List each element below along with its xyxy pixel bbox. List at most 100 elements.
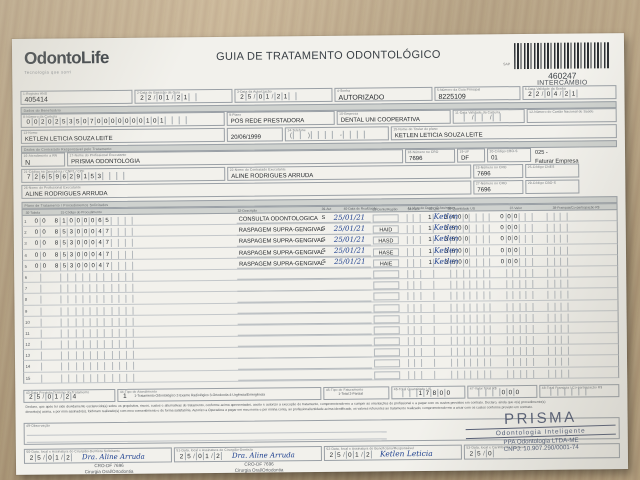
cell-digits[interactable] [401,292,427,301]
cell-digits[interactable] [444,313,497,323]
cell-digits[interactable] [402,314,427,323]
field-data-autorizacao[interactable]: 3-Data da Autorização 2 5/0 1/2 1 [234,87,333,103]
cell-descricao[interactable] [238,359,373,370]
field-numero-cro-1[interactable]: 18-Número no CRO 7696 [404,148,456,164]
cell-digits[interactable] [541,279,574,288]
cell-digits[interactable]: 1 [427,236,440,245]
field-codigo-cbo-2[interactable]: 29-Código CBO-S [525,179,580,195]
cell-dente-regiao[interactable] [373,337,400,346]
cell-digits[interactable] [428,325,441,334]
cell-dente-regiao[interactable] [373,270,400,279]
cell-digits[interactable] [53,283,140,293]
cell-descricao[interactable]: RASPAGEM SUPRA-GENGIVAL [236,225,371,236]
field-atendimento-rn[interactable]: 16-Atendimento a RN N [21,152,66,167]
cell-digits[interactable] [402,348,427,357]
cell-descricao[interactable] [237,270,372,281]
cell-digits[interactable] [34,363,49,372]
cell-digits[interactable] [541,212,573,221]
cell-digits[interactable] [428,336,441,345]
cell-digits[interactable]: 1 [427,225,440,234]
field-data-prevista-termino[interactable]: 43-Data Prevista Término do Tratamento 2… [23,388,116,403]
cell-digits[interactable] [541,223,573,233]
cell-descricao[interactable] [237,348,372,359]
cell-digits[interactable] [428,370,441,379]
cell-digits[interactable] [34,318,49,327]
cell-digits[interactable] [33,284,48,293]
cell-digits[interactable] [500,347,540,356]
cell-digits[interactable] [443,291,497,301]
cell-digits[interactable] [443,302,497,312]
cell-digits[interactable] [541,302,574,311]
cell-descricao[interactable]: RASPAGEM SUPRA-GENGIVAL [236,248,372,258]
field-nome-profissional-executante[interactable]: 26-Nome do Profissional Executante ALINE… [21,180,472,199]
cell-digits[interactable] [541,257,574,266]
cell-digits[interactable] [402,370,427,379]
cell-digits[interactable] [54,373,141,383]
cell-digits[interactable] [500,313,540,322]
cell-digits[interactable] [34,329,49,338]
cell-digits[interactable] [402,325,427,335]
cell-digits[interactable] [427,292,441,301]
cell-digits[interactable] [541,290,574,300]
cell-dente-regiao[interactable] [373,281,400,290]
cell-digits[interactable] [542,324,574,333]
cell-digits[interactable] [443,280,497,289]
cell-digits[interactable] [402,337,427,346]
cell-digits[interactable] [444,369,497,379]
field-nome-contratado-executante[interactable]: 22-Nome do Contratado Executante ALINE R… [227,164,472,181]
cell-dente-regiao[interactable] [374,370,401,380]
cell-digits[interactable] [500,369,540,378]
cell-digits[interactable] [500,335,540,345]
cell-descricao[interactable]: RASPAGEM SUPRA-GENGIVAL [236,236,371,247]
cell-digits[interactable] [54,362,141,371]
field-nome-beneficiario[interactable]: 13-Nome KETLEN LETICIA SOUZA LEITE [20,127,225,144]
cell-digits[interactable] [401,303,427,312]
cell-descricao[interactable]: RASPAGEM SUPRA-GENGIVAL [237,259,372,269]
field-codigo-cnes[interactable]: 25-Código CNES [525,163,580,179]
field-total-franquia[interactable]: 48-Total Franquia / Co-participação R$ [539,384,620,398]
cell-descricao[interactable] [237,304,372,314]
cell-digits[interactable] [401,236,426,245]
cell-digits[interactable] [427,303,441,312]
cell-digits[interactable] [542,346,574,356]
cell-digits[interactable] [54,350,141,360]
cell-digits[interactable] [499,291,540,300]
cell-descricao[interactable] [238,371,373,381]
cell-digits[interactable] [542,313,574,322]
cell-digits[interactable] [401,225,426,234]
field-senha[interactable]: 4-Senha AUTORIZADO [334,86,433,102]
field-plano[interactable]: 9-Plano POS REDE PRESTADORA [226,110,335,126]
field-nome-prestador[interactable]: 17-Nome do Profissional Executante PRISM… [67,149,404,167]
cell-dente-regiao[interactable] [373,348,400,357]
cell-digits[interactable] [54,328,141,338]
cell-digits[interactable] [500,358,540,367]
cell-digits[interactable] [33,273,48,282]
cell-digits[interactable] [34,340,49,349]
field-data-emissao[interactable]: 2-Data de Emissão da Guia 2 2/0 1/2 1 [134,88,233,104]
cell-digits[interactable] [53,306,140,315]
cell-descricao[interactable] [237,315,372,325]
field-telefone[interactable]: 14-Telefone () - [284,126,389,142]
cell-dente-regiao[interactable] [373,326,400,335]
field-empresa[interactable]: 10-Empresa DENTAL UNI COOPERATIVA [336,109,451,125]
cell-dente-regiao[interactable] [374,359,401,368]
cell-dente-regiao[interactable] [372,214,399,223]
field-data-validade-senha[interactable]: 6-Data Validade da Senha 2 2/0 4/2 1 [522,85,617,101]
cell-digits[interactable] [428,348,441,357]
cell-digits[interactable] [53,295,140,304]
cell-digits[interactable] [541,268,574,277]
